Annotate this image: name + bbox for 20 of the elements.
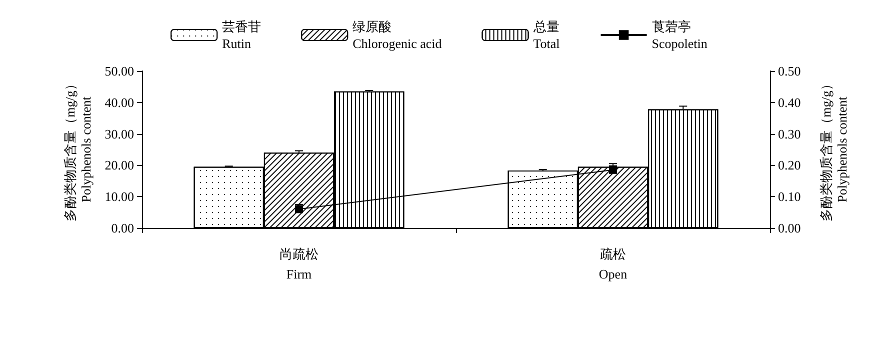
y-tick-label: 50.00 bbox=[104, 64, 134, 78]
y2-axis-title: 多酚类物质含量（mg/g） Polyphenols content bbox=[818, 78, 850, 222]
y2-tick-label: 0.10 bbox=[778, 189, 801, 204]
y2-tick-label: 0.20 bbox=[778, 158, 801, 173]
y-tick-label: 40.00 bbox=[104, 94, 134, 110]
y2-tick-label: 0.50 bbox=[778, 64, 801, 78]
y-tick-label: 0.00 bbox=[111, 220, 134, 236]
y2-tick-label: 0.40 bbox=[778, 94, 801, 110]
y2-tick-label: 0.30 bbox=[778, 126, 801, 142]
x-tick-label: 疏松 Open bbox=[598, 246, 628, 282]
y2-tick-label: 0.00 bbox=[778, 220, 801, 236]
y-axis-title: 多酚类物质含量（mg/g） Polyphenols content bbox=[62, 78, 94, 222]
x-tick-label: 尚疏松 Firm bbox=[280, 246, 318, 282]
y-tick-label: 20.00 bbox=[104, 158, 134, 173]
legend-label: 莨菪亭 Scopoletin bbox=[652, 19, 708, 51]
y-tick-label: 30.00 bbox=[104, 126, 134, 142]
legend-label: 总量 Total bbox=[532, 19, 560, 51]
legend-label: 芸香苷 Rutin bbox=[222, 19, 262, 51]
y-tick-label: 10.00 bbox=[104, 189, 134, 204]
legend-label: 绿原酸 Chlorogenic acid bbox=[352, 19, 442, 51]
